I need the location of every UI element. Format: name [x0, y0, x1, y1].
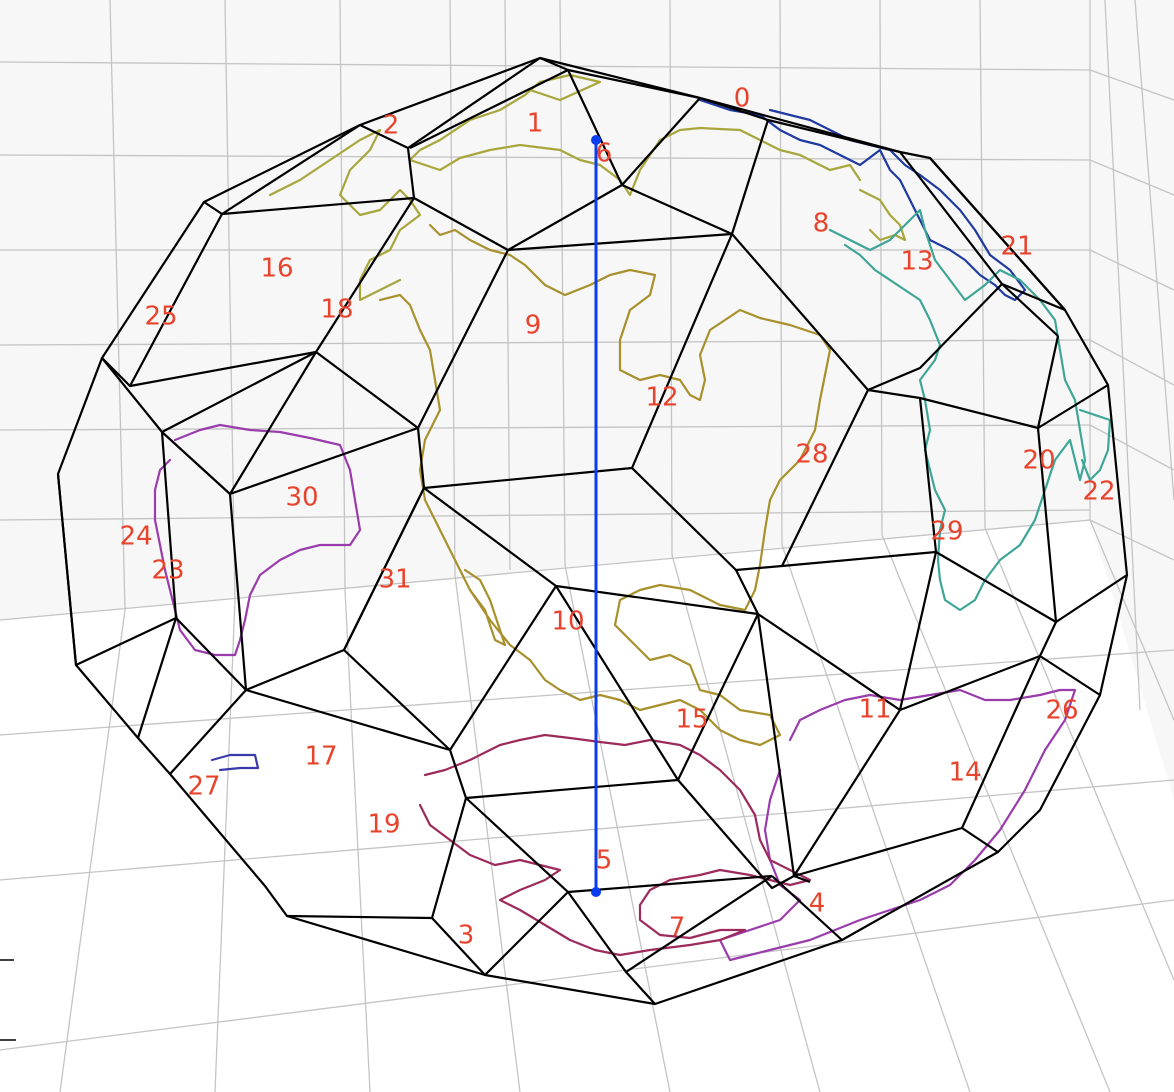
- cell-label-21: 21: [1000, 232, 1033, 262]
- cell-label-2: 2: [383, 111, 400, 141]
- coastline-greenland: [408, 73, 862, 197]
- coastline-australia: [153, 423, 362, 657]
- coastline-baja: [463, 568, 507, 647]
- coastline-north-america: [378, 223, 832, 747]
- cell-label-26: 26: [1045, 696, 1078, 726]
- cell-label-16: 16: [260, 254, 293, 284]
- cell-label-18: 18: [320, 295, 353, 325]
- coastline-madagascar: [1078, 408, 1112, 482]
- coastlines: [153, 73, 1112, 962]
- cell-label-15: 15: [675, 705, 708, 735]
- coastline-antarctica: [418, 733, 812, 957]
- coastline-small-island: [210, 753, 260, 772]
- cell-label-28: 28: [795, 440, 828, 470]
- cell-label-31: 31: [378, 565, 411, 595]
- cell-label-7: 7: [669, 913, 686, 943]
- back-wall-right: [1090, 0, 1174, 800]
- cell-label-10: 10: [551, 607, 584, 637]
- back-wall-left: [0, 0, 1090, 620]
- cell-label-11: 11: [858, 695, 891, 725]
- cell-label-4: 4: [809, 889, 826, 919]
- cell-labels: 0 1 2 3 4 5 6 7 8 9 10 11 12 13 14 15 16…: [119, 84, 1115, 951]
- cell-label-29: 29: [930, 517, 963, 547]
- polar-axis: [591, 135, 601, 897]
- cell-label-5: 5: [596, 846, 613, 876]
- cell-label-14: 14: [948, 758, 981, 788]
- north-pole-marker: [591, 135, 601, 145]
- cell-label-8: 8: [813, 209, 830, 239]
- cell-label-12: 12: [645, 383, 678, 413]
- cell-label-19: 19: [367, 810, 400, 840]
- cell-label-6: 6: [596, 139, 613, 169]
- coastline-europe-top: [858, 188, 907, 242]
- cell-label-9: 9: [525, 311, 542, 341]
- south-pole-marker: [591, 887, 601, 897]
- cell-label-23: 23: [151, 556, 184, 586]
- cell-label-27: 27: [187, 772, 220, 802]
- cell-label-3: 3: [458, 921, 475, 951]
- cell-label-25: 25: [144, 302, 177, 332]
- coastline-southeast-asia: [718, 688, 1077, 962]
- cell-label-13: 13: [900, 247, 933, 277]
- cell-label-30: 30: [285, 483, 318, 513]
- cell-label-1: 1: [527, 109, 544, 139]
- cell-label-22: 22: [1082, 477, 1115, 507]
- cell-label-0: 0: [734, 84, 751, 114]
- cell-label-24: 24: [119, 522, 152, 552]
- cell-edges: [56, 56, 1129, 1006]
- coastline-africa: [828, 208, 1087, 612]
- cell-label-17: 17: [304, 742, 337, 772]
- cell-label-20: 20: [1022, 446, 1055, 476]
